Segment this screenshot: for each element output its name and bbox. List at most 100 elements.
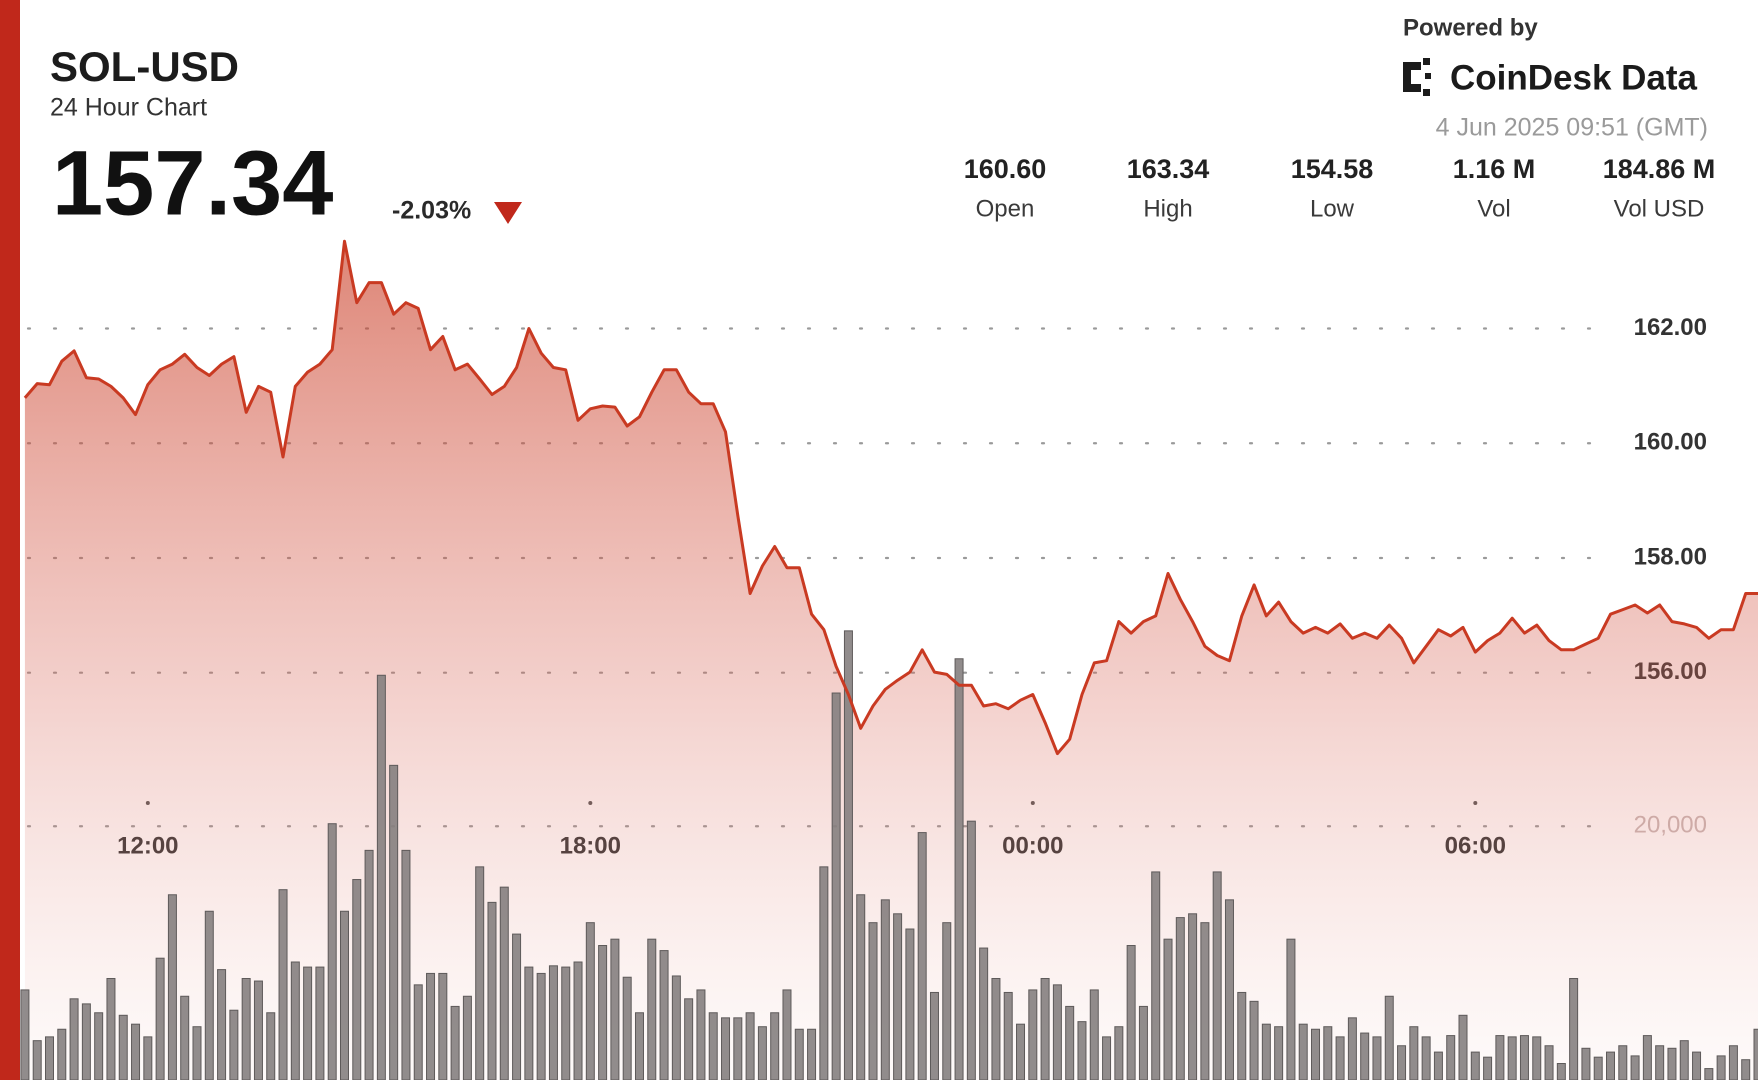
price: 157.34 [52,132,333,234]
volume-bar [733,1017,743,1080]
volume-bar [229,1009,239,1080]
volume-bar [807,1028,817,1080]
volume-bar [44,1036,54,1080]
volume-bar [1433,1051,1443,1080]
volume-bar [819,866,829,1080]
volume-bar [118,1014,128,1080]
volume-bar [1728,1045,1738,1080]
volume-bar [1458,1014,1468,1080]
timestamp: 4 Jun 2025 09:51 (GMT) [1436,114,1708,142]
volume-bar [1446,1035,1456,1080]
volume-bar [1175,917,1185,1080]
volume-bar [401,849,411,1080]
volume-bar [856,894,866,1080]
volume-bar [1679,1040,1689,1080]
volume-bar [1335,1036,1345,1080]
volume-bar [671,975,681,1080]
volume-bar [131,1023,141,1080]
stat-label: High [1143,195,1192,222]
volume-bar [1003,991,1013,1080]
volume-bar [303,966,313,1080]
volume-bar [1077,1021,1087,1080]
y-tick-label: 162.00 [1634,314,1707,341]
volume-bar [1249,1000,1259,1080]
brand: CoinDesk Data [1450,58,1698,97]
volume-bar [524,966,534,1080]
stat-value: 184.86 M [1603,154,1716,184]
stats: 160.60 Open 163.34 High 154.58 Low 1.16 M Vol 18… [964,154,1716,222]
volume-bar [1016,1023,1026,1080]
volume-bar [1642,1035,1652,1080]
volume-bar [450,1005,460,1080]
volume-bar [1618,1045,1628,1080]
volume-bar [487,901,497,1080]
volume-bar [585,922,595,1080]
volume-bar [512,933,522,1080]
subtitle: 24 Hour Chart [50,94,207,122]
volume-bar [204,910,214,1080]
volume-bar [1126,945,1136,1080]
stat-value: 154.58 [1291,154,1374,184]
volume-bar [1556,1063,1566,1080]
volume-bar [1360,1032,1370,1080]
volume-bar [499,886,509,1080]
volume-bar [1052,984,1062,1080]
volume-bar [1753,1028,1758,1080]
volume-bar [1519,1035,1529,1080]
volume-bar [1372,1036,1382,1080]
volume-bar [1716,1055,1726,1080]
volume-bar [548,965,558,1080]
volume-bar [1470,1051,1480,1080]
volume-bar [1409,1026,1419,1080]
volume-bar [598,945,608,1080]
stat-value: 160.60 [964,154,1047,184]
stat-value: 163.34 [1127,154,1210,184]
volume-bar [659,950,669,1080]
volume-bar [20,989,30,1080]
volume-bar [1237,991,1247,1080]
volume-bar [266,1012,276,1080]
volume-bar [339,910,349,1080]
volume-bar [573,961,583,1080]
volume-bar [1692,1051,1702,1080]
volume-bar [1323,1026,1333,1080]
volume-bar [217,969,227,1080]
volume-bar [32,1040,42,1080]
volume-bar [610,938,620,1080]
volume-bar [81,1003,91,1080]
volume-bar [1028,989,1038,1080]
volume-bar [1507,1036,1517,1080]
stat-value: 1.16 M [1453,154,1536,184]
volume-bar [192,1026,202,1080]
volume-bar [1188,913,1198,1080]
volume-bar [69,998,79,1080]
volume-bar [634,1012,644,1080]
volume-bar [1040,977,1050,1080]
volume-bar [241,977,251,1080]
stat-label: Vol USD [1614,195,1705,222]
volume-bar [1347,1017,1357,1080]
volume-bar [1138,1005,1148,1080]
volume-bar [1102,1036,1112,1080]
volume-bar [1421,1036,1431,1080]
volume-bar [1569,977,1579,1080]
volume-bar [352,879,362,1080]
price-line [23,239,1758,756]
volume-bar [327,823,337,1080]
volume-bar [831,692,841,1080]
volume-bar [413,984,423,1080]
volume-bar [290,961,300,1080]
volume-bar [1114,1026,1124,1080]
volume-bar [647,938,657,1080]
volume-bar [536,972,546,1080]
volume-bar [1667,1047,1677,1080]
volume-bar [561,966,571,1080]
volume-bar [1163,938,1173,1080]
y-tick-label: 160.00 [1634,429,1707,456]
volume-bar [1655,1045,1665,1080]
volume-bar [954,658,964,1080]
volume-bar [917,832,927,1080]
volume-bar [155,957,165,1080]
volume-bar [684,998,694,1080]
plot-area: 156.00158.00160.00162.0020,00012:0018:00… [20,239,1758,1080]
